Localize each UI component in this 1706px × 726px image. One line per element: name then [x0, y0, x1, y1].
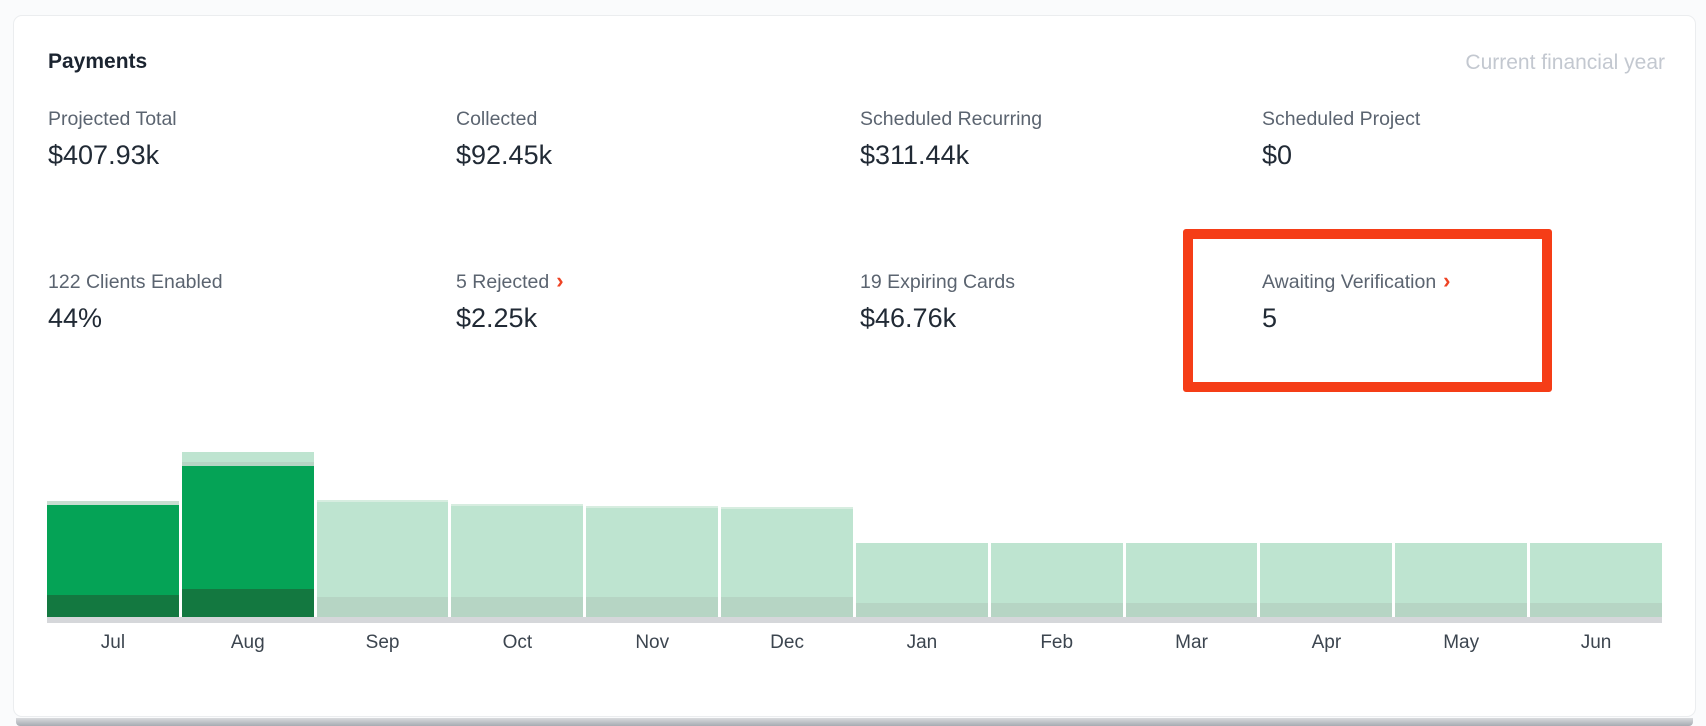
- month-label-mar: Mar: [1175, 632, 1208, 653]
- bar-segment-dark_green: [181, 589, 314, 617]
- bar-segment-light_cap: [316, 500, 449, 502]
- bar-segment-light_cap: [721, 507, 853, 509]
- month-label-jul: Jul: [100, 632, 126, 653]
- bar-segment-muted_green: [451, 597, 584, 617]
- bar-segment-muted_green: [181, 462, 314, 466]
- bar-segment-muted_green: [721, 597, 853, 617]
- month-label-jan: Jan: [906, 632, 938, 653]
- bar-segment-light_green: [990, 543, 1123, 603]
- stat-value: $311.44k: [860, 140, 970, 170]
- bar-segment-light_green: [451, 506, 584, 597]
- bar-segment-light_green: [1530, 543, 1662, 603]
- bar-segment-light_green: [1395, 543, 1528, 603]
- month-label-feb: Feb: [1040, 632, 1074, 653]
- bar-segment-light_green: [721, 509, 853, 597]
- stat-value: $407.93k: [48, 140, 160, 170]
- stat-scheduled-project: Scheduled Project $0: [1262, 108, 1642, 171]
- month-label-may: May: [1443, 632, 1480, 653]
- stat-collected: Collected $92.45k: [456, 108, 836, 171]
- stat-value: $92.45k: [456, 140, 553, 170]
- stat-expiring-cards: 19 Expiring Cards $46.76k: [860, 271, 1240, 334]
- stat-clients-enabled: 122 Clients Enabled 44%: [48, 271, 428, 334]
- chart-baseline-strip: [47, 617, 1662, 623]
- bar-segment-muted_green: [586, 597, 719, 617]
- stat-label-text: 5 Rejected: [456, 271, 550, 293]
- card-bottom-shadow: [16, 718, 1693, 726]
- bar-segment-dark_green: [47, 595, 179, 617]
- bar-segment-light_green: [181, 452, 314, 462]
- stat-rejected-link[interactable]: 5 Rejected › $2.25k: [456, 268, 836, 334]
- period-selector[interactable]: Current financial year: [1465, 51, 1665, 74]
- stat-label: Collected: [456, 108, 538, 130]
- chevron-right-icon[interactable]: ›: [556, 268, 564, 293]
- stat-projected-total: Projected Total $407.93k: [48, 108, 428, 171]
- bar-segment-muted_green: [990, 603, 1123, 617]
- bar-jun[interactable]: [1530, 447, 1662, 617]
- bar-segment-bright_green: [181, 466, 314, 589]
- month-label-aug: Aug: [230, 632, 265, 653]
- bar-may[interactable]: [1395, 447, 1528, 617]
- bar-apr[interactable]: [1260, 447, 1393, 617]
- stat-label: Scheduled Project: [1262, 108, 1421, 130]
- stat-label: Projected Total: [48, 108, 177, 130]
- stat-value: 44%: [48, 303, 103, 333]
- stat-label-text: Awaiting Verification: [1262, 271, 1437, 293]
- bar-segment-gray_cap: [47, 501, 179, 505]
- bar-segment-muted_green: [316, 597, 449, 617]
- bar-segment-muted_green: [1125, 603, 1258, 617]
- bar-aug[interactable]: [181, 447, 314, 617]
- bar-dec[interactable]: [721, 447, 853, 617]
- bar-jan[interactable]: [855, 447, 988, 617]
- monthly-payments-bar-chart: [47, 447, 1662, 617]
- bar-segment-light_cap: [451, 504, 584, 506]
- chevron-right-icon[interactable]: ›: [1443, 268, 1451, 293]
- month-label-apr: Apr: [1311, 632, 1342, 653]
- stat-value: $46.76k: [860, 303, 957, 333]
- bar-segment-light_cap: [586, 506, 719, 508]
- stat-label: 19 Expiring Cards: [860, 271, 1015, 293]
- page-title: Payments: [48, 50, 148, 73]
- stat-awaiting-verification-link[interactable]: Awaiting Verification › 5: [1262, 268, 1642, 334]
- bar-feb[interactable]: [990, 447, 1123, 617]
- month-label-nov: Nov: [635, 632, 670, 653]
- stat-value: $2.25k: [456, 303, 538, 333]
- bar-segment-muted_green: [1260, 603, 1393, 617]
- stat-label: Awaiting Verification ›: [1262, 268, 1642, 294]
- bar-segment-muted_green: [1530, 603, 1662, 617]
- bar-segment-light_green: [1260, 543, 1393, 603]
- month-label-sep: Sep: [365, 632, 400, 653]
- bar-oct[interactable]: [451, 447, 584, 617]
- month-label-dec: Dec: [770, 632, 804, 653]
- bar-sep[interactable]: [316, 447, 449, 617]
- bar-segment-light_green: [855, 543, 988, 603]
- bar-segment-light_green: [316, 502, 449, 597]
- bar-nov[interactable]: [586, 447, 719, 617]
- bar-segment-light_green: [586, 508, 719, 597]
- month-label-oct: Oct: [502, 632, 533, 653]
- month-label-jun: Jun: [1580, 632, 1612, 653]
- stat-label: 5 Rejected ›: [456, 268, 836, 294]
- bar-segment-bright_green: [47, 505, 179, 595]
- stat-value: 5: [1262, 303, 1278, 333]
- stat-scheduled-recurring: Scheduled Recurring $311.44k: [860, 108, 1240, 171]
- bar-segment-light_green: [1125, 543, 1258, 603]
- stat-label: Scheduled Recurring: [860, 108, 1043, 130]
- bar-jul[interactable]: [47, 447, 179, 617]
- stat-label: 122 Clients Enabled: [48, 271, 223, 293]
- stat-value: $0: [1262, 140, 1293, 170]
- bar-mar[interactable]: [1125, 447, 1258, 617]
- chart-month-axis: Jul Aug Sep Oct Nov Dec Jan Feb Mar Apr May Jun: [47, 632, 1662, 654]
- bar-segment-muted_green: [1395, 603, 1528, 617]
- bar-segment-muted_green: [855, 603, 988, 617]
